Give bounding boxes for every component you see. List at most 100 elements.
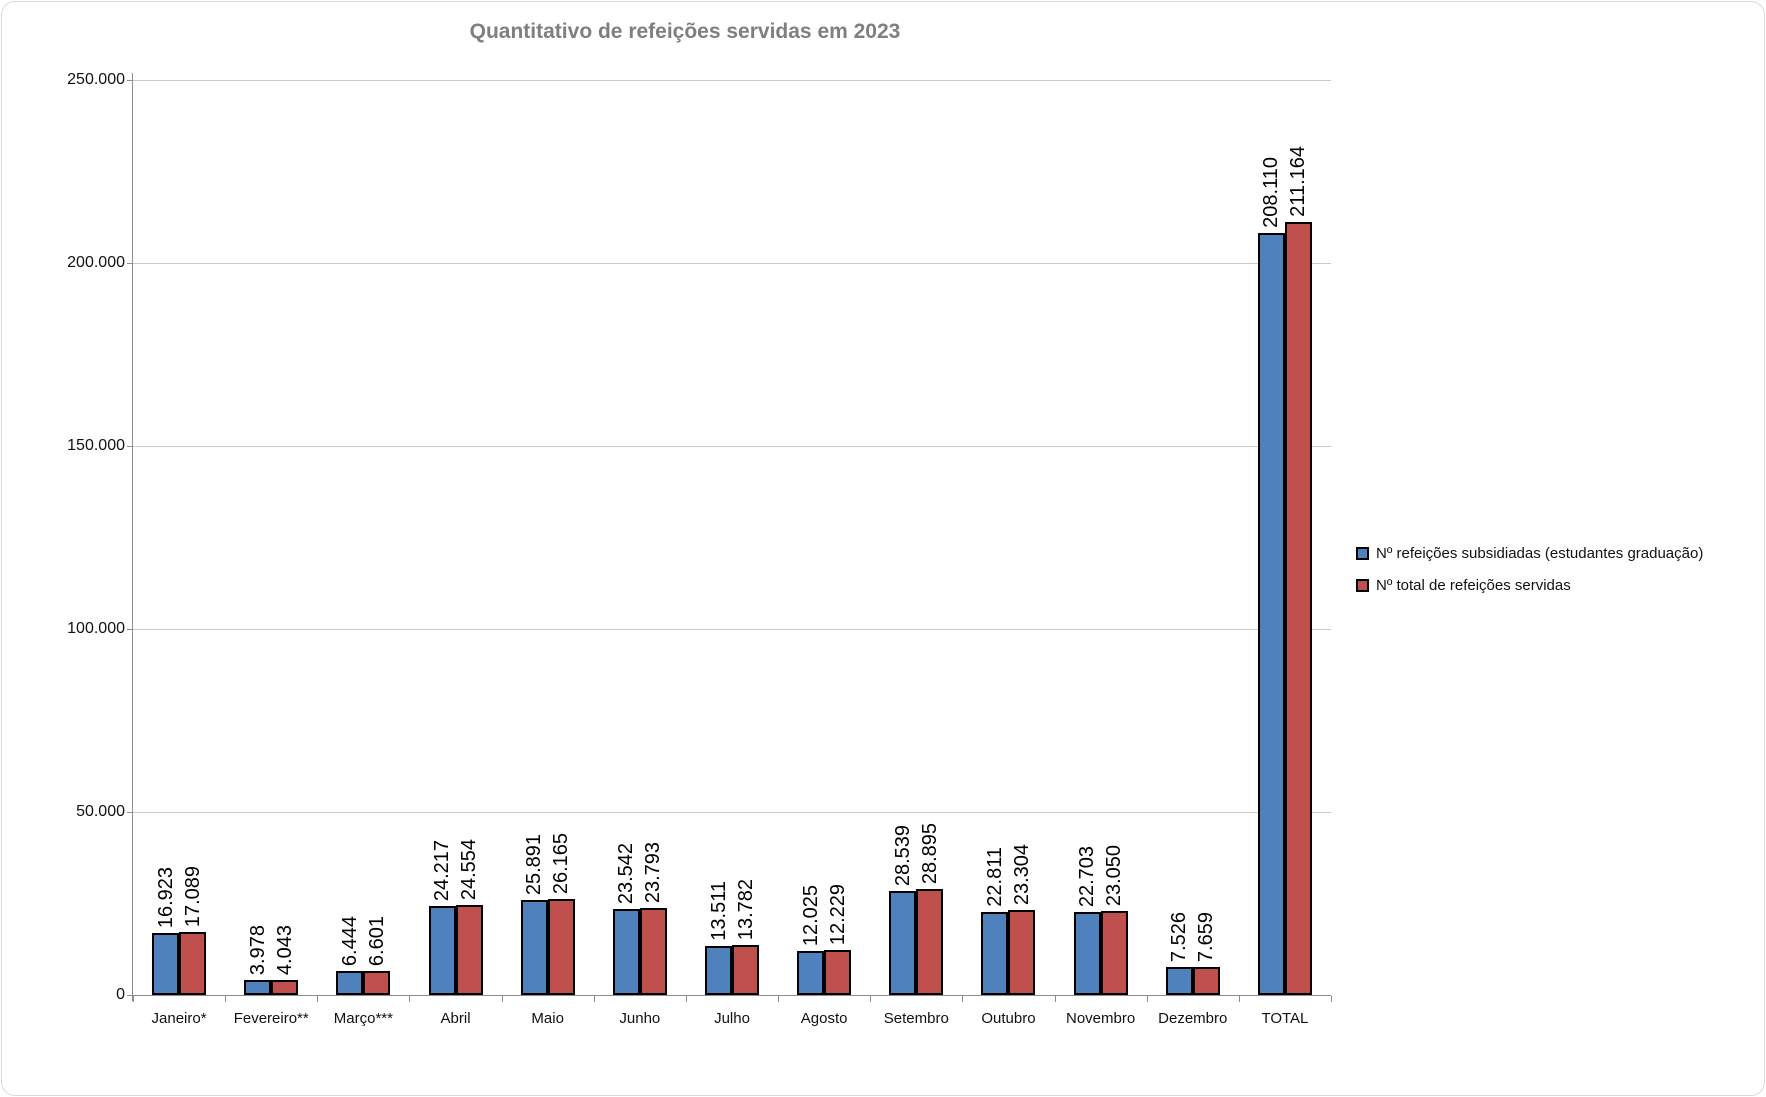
bar[interactable] — [705, 946, 732, 995]
x-axis-tick — [1238, 996, 1240, 1002]
x-axis-label: Março*** — [333, 1010, 393, 1027]
x-axis-tick — [962, 996, 964, 1002]
x-axis-tick — [1331, 996, 1332, 1002]
x-axis-tick — [501, 996, 503, 1002]
x-axis-label: Junho — [619, 1010, 661, 1027]
bar-value-label: 24.554 — [458, 838, 481, 900]
y-gridline — [133, 263, 1331, 264]
bar[interactable] — [179, 932, 207, 995]
bar[interactable] — [797, 951, 825, 995]
x-axis-tick — [409, 996, 411, 1002]
x-axis-tick — [133, 996, 134, 1002]
y-gridline — [133, 629, 1331, 630]
bar[interactable] — [520, 900, 548, 995]
bar-value-label: 6.444 — [338, 915, 361, 966]
bar[interactable] — [981, 912, 1009, 995]
x-axis-tick — [870, 996, 872, 1002]
x-axis-label: Outubro — [981, 1010, 1036, 1027]
bar[interactable] — [916, 889, 944, 995]
x-axis-tick — [1146, 996, 1148, 1002]
bar-value-label: 23.542 — [615, 842, 638, 904]
x-axis-label: Maio — [531, 1010, 564, 1027]
bar[interactable] — [1257, 233, 1285, 995]
bar-value-label: 6.601 — [365, 915, 388, 966]
bar[interactable] — [455, 905, 483, 995]
bar[interactable] — [639, 908, 667, 995]
bar[interactable] — [336, 971, 364, 995]
y-gridline — [133, 446, 1331, 447]
y-axis-tick — [127, 80, 133, 81]
bar-value-label: 16.923 — [154, 866, 177, 928]
bar[interactable] — [1073, 912, 1101, 995]
x-axis-label: Fevereiro** — [233, 1010, 309, 1027]
bar-value-label: 22.703 — [1076, 845, 1099, 907]
y-axis-tick — [127, 263, 133, 264]
bar[interactable] — [1008, 910, 1036, 995]
bar-value-label: 12.025 — [799, 884, 822, 946]
bar-value-label: 12.229 — [826, 883, 849, 945]
bar[interactable] — [1284, 222, 1312, 995]
legend-item[interactable]: Nº refeições subsidiadas (estudantes gra… — [1356, 545, 1703, 562]
y-axis-tick — [127, 812, 133, 813]
bar-value-label: 7.526 — [1168, 911, 1191, 962]
bar-value-label: 23.050 — [1103, 844, 1126, 906]
legend-label: Nº total de refeições servidas — [1376, 577, 1571, 594]
x-axis-label: Setembro — [883, 1010, 949, 1027]
x-axis-label: Dezembro — [1158, 1010, 1228, 1027]
bar[interactable] — [244, 980, 272, 995]
y-axis-label: 100.000 — [67, 620, 125, 637]
legend-swatch-icon — [1356, 547, 1369, 560]
x-axis-tick — [593, 996, 595, 1002]
y-axis-tick — [127, 995, 133, 996]
bar-value-label: 26.165 — [550, 832, 573, 894]
bar-value-label: 7.659 — [1195, 911, 1218, 962]
bar-value-label: 17.089 — [181, 865, 204, 927]
y-axis-label: 200.000 — [67, 254, 125, 271]
bar-value-label: 23.793 — [642, 841, 665, 903]
y-axis-tick — [127, 446, 133, 447]
x-axis-label: Janeiro* — [151, 1010, 207, 1027]
plot-area: 16.923 17.089 3.978 4.043 6.444 6.601 24.217 24… — [133, 80, 1331, 995]
bar-value-label: 211.164 — [1287, 146, 1310, 217]
x-axis-tick — [225, 996, 227, 1002]
y-axis-tick — [127, 629, 133, 630]
bar[interactable] — [1192, 967, 1220, 995]
x-axis-label: Agosto — [800, 1010, 848, 1027]
bar-value-label: 24.217 — [431, 839, 454, 901]
x-axis-line — [127, 995, 1331, 996]
legend-label: Nº refeições subsidiadas (estudantes gra… — [1376, 545, 1704, 562]
bar-value-label: 28.539 — [891, 824, 914, 886]
y-axis-label: 150.000 — [67, 437, 125, 454]
x-axis-tick — [317, 996, 319, 1002]
legend: Nº refeições subsidiadas (estudantes gra… — [1356, 545, 1703, 594]
y-axis-label: 250.000 — [67, 71, 125, 88]
bar[interactable] — [152, 933, 180, 995]
chart-title: Quantitativo de refeições servidas em 20… — [469, 20, 901, 43]
y-axis-label: 50.000 — [76, 803, 125, 820]
y-axis-label: 0 — [116, 986, 125, 1003]
bar-value-label: 23.304 — [1010, 843, 1033, 905]
bar-value-label: 4.043 — [273, 924, 296, 975]
bar-value-label: 13.511 — [707, 881, 730, 941]
bar-value-label: 208.110 — [1260, 157, 1283, 228]
bar[interactable] — [612, 909, 640, 995]
x-axis-label: Julho — [714, 1010, 750, 1027]
bar[interactable] — [271, 980, 299, 995]
bar[interactable] — [547, 899, 575, 995]
bar[interactable] — [1165, 967, 1193, 995]
bar-value-label: 28.895 — [918, 822, 941, 884]
bar[interactable] — [363, 971, 391, 995]
legend-swatch-icon — [1356, 579, 1369, 592]
legend-item[interactable]: Nº total de refeições servidas — [1356, 577, 1703, 594]
bar[interactable] — [1100, 911, 1128, 995]
y-axis-line — [132, 73, 133, 1001]
bar[interactable] — [732, 945, 759, 995]
x-axis-tick — [685, 996, 687, 1002]
bar[interactable] — [889, 891, 917, 995]
bar[interactable] — [428, 906, 456, 995]
x-axis-label: TOTAL — [1261, 1010, 1309, 1027]
bar-value-label: 25.891 — [523, 833, 546, 895]
x-axis-tick — [1054, 996, 1056, 1002]
bar[interactable] — [824, 950, 852, 995]
